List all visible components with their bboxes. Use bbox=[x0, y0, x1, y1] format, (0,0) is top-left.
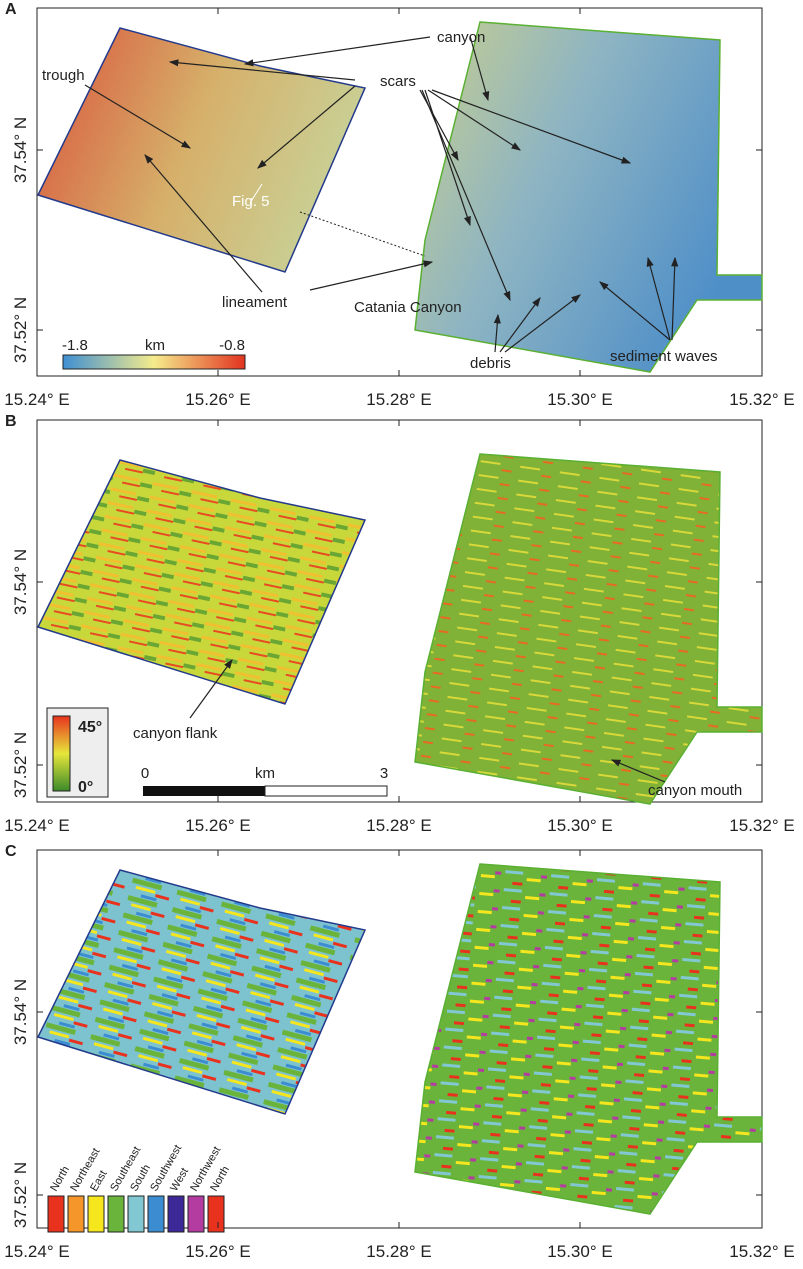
annotation: scars bbox=[380, 73, 416, 90]
x-tick-label: 15.32° E bbox=[729, 1242, 794, 1261]
annotation: Fig. 5 bbox=[232, 193, 270, 210]
annotation: trough bbox=[42, 67, 85, 84]
panel-label: A bbox=[5, 1, 17, 18]
panel-label: C bbox=[5, 843, 17, 860]
x-tick-label: 15.26° E bbox=[185, 816, 250, 835]
panel-label: B bbox=[5, 413, 17, 430]
x-tick-label: 15.30° E bbox=[547, 816, 612, 835]
survey-area bbox=[414, 863, 763, 1215]
legend-label: km bbox=[145, 337, 165, 354]
x-tick-label: 15.26° E bbox=[185, 1242, 250, 1261]
legend-swatch bbox=[147, 1195, 165, 1233]
scale-bar bbox=[264, 785, 388, 797]
y-tick-label: 37.52° N bbox=[11, 732, 30, 798]
legend-label: 45° bbox=[78, 719, 102, 736]
colorbar bbox=[62, 354, 246, 370]
survey-area bbox=[414, 453, 763, 805]
x-tick-label: 15.28° E bbox=[366, 1242, 431, 1261]
y-tick-label: 37.54° N bbox=[11, 979, 30, 1045]
y-tick-label: 37.52° N bbox=[11, 297, 30, 363]
legend-swatch bbox=[187, 1195, 205, 1233]
annotation: lineament bbox=[222, 294, 288, 311]
x-tick-label: 15.32° E bbox=[729, 390, 794, 409]
annotation: Catania Canyon bbox=[354, 299, 462, 316]
y-tick-label: 37.52° N bbox=[11, 1162, 30, 1228]
annotation: sediment waves bbox=[610, 348, 718, 365]
colorbar bbox=[52, 715, 71, 792]
x-tick-label: 15.30° E bbox=[547, 1242, 612, 1261]
annotation: debris bbox=[470, 355, 511, 372]
legend-swatch bbox=[127, 1195, 145, 1233]
x-tick-label: 15.28° E bbox=[366, 816, 431, 835]
scale-label: km bbox=[255, 765, 275, 782]
legend-swatch bbox=[47, 1195, 65, 1233]
x-tick-label: 15.24° E bbox=[4, 816, 69, 835]
legend-swatch bbox=[207, 1195, 225, 1233]
panel-a: canyon trough scars Fig. 5 lineament Cat… bbox=[36, 7, 763, 377]
x-tick-label: 15.24° E bbox=[4, 390, 69, 409]
survey-area bbox=[37, 459, 366, 705]
legend-label: -1.8 bbox=[62, 337, 88, 354]
legend-swatch bbox=[107, 1195, 125, 1233]
x-tick-label: 15.26° E bbox=[185, 390, 250, 409]
x-tick-label: 15.24° E bbox=[4, 1242, 69, 1261]
y-tick-label: 37.54° N bbox=[11, 117, 30, 183]
panel-b: canyon flank canyon mouth 45° 0° 0 km 3 bbox=[36, 419, 763, 805]
legend-label: East bbox=[88, 1168, 109, 1193]
x-tick-label: 15.32° E bbox=[729, 816, 794, 835]
legend-label: -0.8 bbox=[219, 337, 245, 354]
y-tick-label: 37.54° N bbox=[11, 549, 30, 615]
axes: A 15.24° E 15.26° E 15.28° E 15.30° E 15.32° … bbox=[4, 1, 794, 1261]
annotation: canyon mouth bbox=[648, 782, 742, 799]
panel-c: NorthNortheastEastSoutheastSouthSouthwes… bbox=[36, 849, 763, 1233]
scale-bar bbox=[143, 786, 265, 796]
legend-label: North bbox=[48, 1164, 72, 1193]
scale-label: 0 bbox=[141, 765, 149, 782]
annotation: canyon bbox=[437, 29, 485, 46]
legend-swatch bbox=[167, 1195, 185, 1233]
aspect-legend: NorthNortheastEastSoutheastSouthSouthwes… bbox=[47, 1143, 232, 1233]
legend-swatch bbox=[87, 1195, 105, 1233]
scale-label: 3 bbox=[380, 765, 388, 782]
annotation: canyon flank bbox=[133, 725, 218, 742]
legend-swatch bbox=[67, 1195, 85, 1233]
survey-area bbox=[37, 869, 366, 1115]
x-tick-label: 15.28° E bbox=[366, 390, 431, 409]
arrows bbox=[84, 35, 679, 353]
x-tick-label: 15.30° E bbox=[547, 390, 612, 409]
legend-label: 0° bbox=[78, 779, 93, 796]
